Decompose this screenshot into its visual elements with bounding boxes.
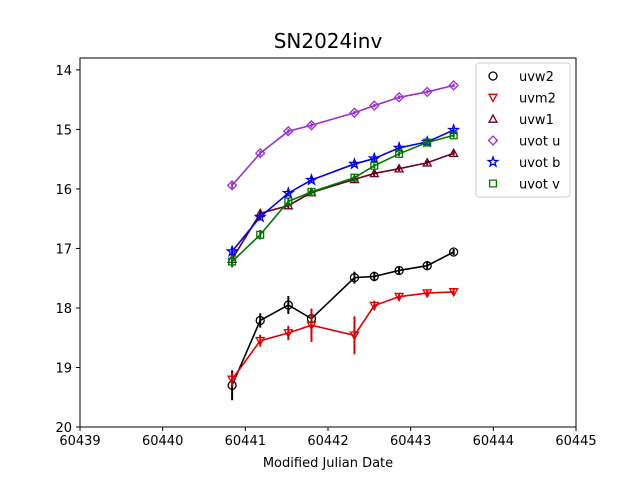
y-tick-label: 20 [55, 421, 72, 436]
data-point-uvot-b [347, 156, 362, 170]
data-point-uvot-u [448, 80, 459, 91]
data-point-uvot-v [395, 149, 404, 158]
data-point-uvot-u [368, 100, 380, 111]
data-point-uvot-v [256, 230, 265, 239]
data-point-uvot-b [225, 244, 239, 258]
data-point-uvot-u [393, 91, 405, 103]
data-point-uvw1 [393, 163, 405, 173]
data-point-uvot-v [423, 138, 432, 147]
series-line-uvm2 [231, 291, 454, 380]
data-point-uvw2 [283, 300, 293, 310]
y-tick-label: 14 [55, 64, 72, 79]
y-tick-label: 19 [55, 361, 72, 376]
data-point-uvw1 [448, 147, 459, 158]
data-point-uvw2 [422, 261, 432, 271]
data-point-uvot-b [367, 151, 381, 165]
y-tick-label: 18 [55, 302, 72, 317]
data-point-uvot-v [307, 187, 316, 196]
data-point-uvot-v [284, 197, 293, 206]
y-tick-label: 15 [55, 123, 72, 138]
data-point-uvm2 [369, 301, 380, 311]
legend-label-uvot-u: uvot u [519, 135, 560, 150]
legend-marker-uvm2 [487, 93, 499, 103]
y-tick-label: 17 [55, 242, 72, 257]
data-point-uvm2 [283, 329, 294, 339]
series-uvot-v [228, 131, 458, 268]
data-point-uvm2 [306, 321, 317, 331]
data-point-uvot-u [254, 147, 266, 159]
series-uvot-u [226, 80, 459, 191]
series-uvw2 [227, 247, 459, 401]
data-point-uvm2 [393, 292, 405, 302]
data-point-uvot-v [449, 131, 458, 140]
legend-label-uvot-b: uvot b [519, 156, 560, 171]
data-point-uvot-u [421, 86, 433, 98]
series-line-uvot-v [231, 134, 454, 263]
chart-title: SN2024inv [274, 29, 383, 53]
x-tick-label: 60445 [555, 434, 596, 449]
legend-label-uvot-v: uvot v [519, 178, 560, 193]
x-tick-label: 60444 [473, 434, 514, 449]
data-point-uvw2 [349, 272, 360, 283]
data-point-uvot-b [304, 173, 319, 186]
data-point-uvot-v [228, 257, 237, 266]
series-uvm2 [227, 288, 459, 387]
data-point-uvot-u [349, 107, 360, 119]
legend: uvw2 uvm2 uvw1 uvot u uvot b uvot v [475, 62, 571, 198]
data-point-uvw1 [422, 157, 433, 167]
x-tick-label: 60442 [307, 434, 348, 449]
data-point-uvm2 [255, 336, 266, 347]
data-point-uvm2 [349, 331, 360, 341]
data-point-uvw2 [369, 271, 379, 282]
legend-marker-uvw2 [488, 71, 498, 81]
y-axis: 14 15 16 17 18 19 20 [55, 64, 80, 436]
legend-label-uvw1: uvw1 [519, 113, 554, 128]
data-point-uvot-u [283, 125, 294, 137]
legend-marker-uvot-v [488, 179, 498, 188]
x-axis-label: Modified Julian Date [263, 456, 393, 471]
legend-marker-uvot-u [487, 135, 499, 146]
legend-label-uvm2: uvm2 [519, 92, 556, 107]
data-point-uvm2 [422, 289, 433, 299]
x-tick-label: 60439 [59, 434, 100, 449]
x-tick-label: 60441 [225, 434, 266, 449]
x-tick-label: 60440 [142, 434, 183, 449]
legend-marker-uvw1 [487, 113, 499, 123]
data-point-uvw1 [369, 168, 380, 178]
data-point-uvot-u [306, 119, 317, 131]
data-point-uvw2 [449, 247, 459, 257]
data-point-uvot-b [253, 209, 267, 223]
data-point-uvot-b [281, 186, 295, 199]
x-axis: 60439 60440 60441 60442 60443 60444 60445 [59, 427, 597, 449]
data-point-uvw2 [394, 265, 404, 276]
legend-label-uvw2: uvw2 [519, 70, 554, 85]
data-point-uvot-v [370, 161, 379, 170]
y-tick-label: 16 [55, 183, 72, 198]
data-point-uvm2 [448, 288, 459, 298]
data-point-uvot-v [350, 173, 359, 182]
marks-layer [225, 80, 461, 401]
legend-marker-uvot-b [486, 155, 500, 168]
data-point-uvot-u [226, 180, 238, 191]
series-line-uvw2 [231, 251, 455, 386]
series-line-uvot-u [231, 84, 454, 186]
x-tick-label: 60443 [390, 434, 431, 449]
data-point-uvm2 [227, 375, 238, 385]
series-uvw1 [227, 147, 459, 264]
legend-box [475, 62, 571, 198]
data-point-uvw2 [255, 315, 265, 326]
